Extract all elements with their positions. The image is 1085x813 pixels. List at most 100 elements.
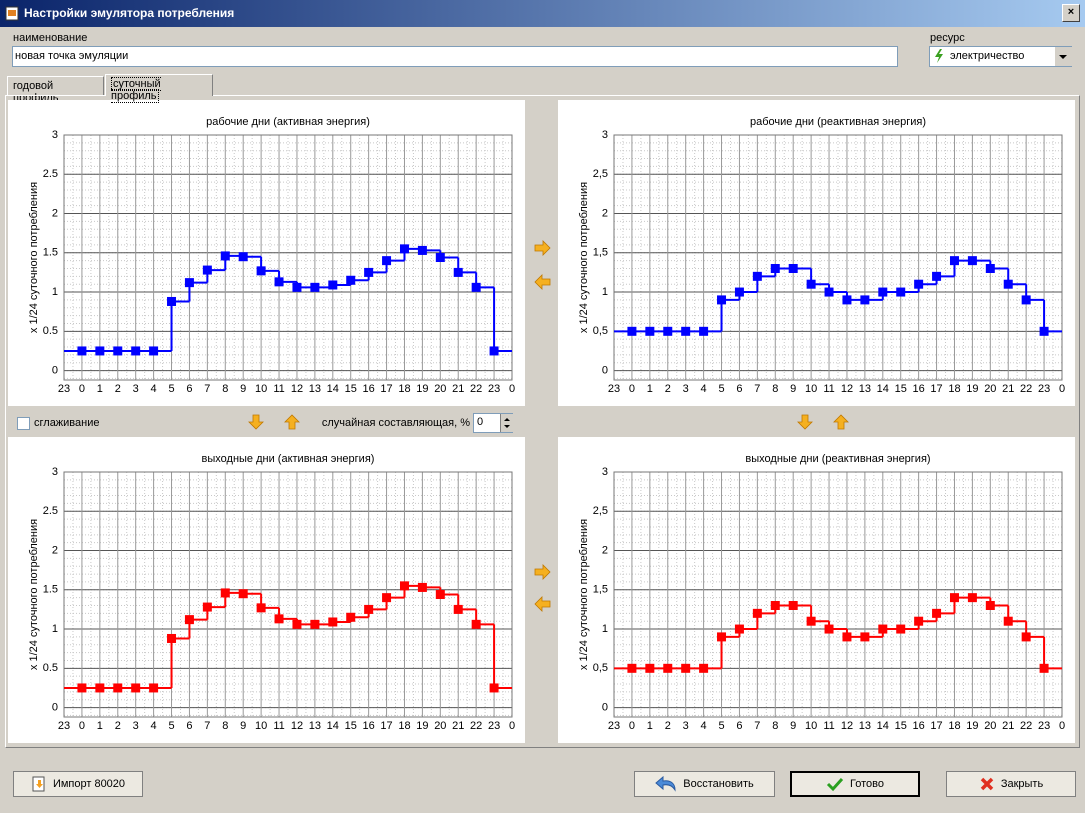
point-marker [435,253,445,262]
x-tick-label: 13 [859,720,871,732]
x-tick-label: 19 [966,383,978,395]
ok-button[interactable]: Готово [790,771,920,797]
point-marker [399,581,409,591]
point-marker [149,683,159,693]
y-tick-label: 0 [602,701,608,713]
smoothing-checkbox[interactable] [17,417,30,430]
point-marker [985,263,995,273]
point-marker [238,252,248,262]
point-marker [328,280,338,290]
resource-select[interactable]: электричество [929,46,1072,67]
point-marker [842,295,852,305]
point-marker [878,624,888,634]
x-tick-label: 14 [327,383,339,395]
smoothing-label: сглаживание [34,417,100,429]
point-marker [770,600,780,610]
x-tick-label: 3 [683,383,689,395]
x-tick-label: 20 [984,720,996,732]
point-marker [1021,632,1031,642]
x-tick-label: 13 [309,383,321,395]
x-tick-label: 0 [509,720,515,732]
step-line [170,637,190,688]
point-marker [824,624,834,634]
window-title: Настройки эмулятора потребления [24,6,235,20]
button-label: Восстановить [683,778,754,790]
y-tick-label: 3 [52,466,58,478]
step-line [493,624,512,689]
point-marker [932,608,942,618]
point-marker [699,326,709,336]
x-tick-label: 23 [608,383,620,395]
close-button[interactable]: × [1062,4,1080,22]
point-marker [471,282,481,292]
y-tick-label: 1,5 [593,584,608,596]
point-marker [734,287,744,297]
point-marker [949,256,959,266]
point-marker [734,624,744,634]
point-marker [131,683,141,693]
tab[interactable]: годовой профиль [7,76,104,104]
point-marker [896,287,906,297]
point-marker [932,271,942,281]
point-marker [824,287,834,297]
point-marker [167,296,177,306]
y-tick-label: 0,5 [593,325,608,337]
x-tick-label: 15 [345,720,357,732]
restore-button[interactable]: Восстановить [634,771,775,797]
y-tick-label: 0.5 [43,325,58,337]
tab-label: суточный профиль [111,77,161,103]
x-tick-label: 0 [629,720,635,732]
point-marker [202,265,212,275]
button-label: Закрыть [1000,778,1044,790]
y-tick-label: 2.5 [43,505,58,517]
chart-title: рабочие дни (реактивная энергия) [750,116,926,128]
point-marker [292,619,302,629]
point-marker [967,593,977,603]
x-tick-label: 11 [273,383,284,395]
button-label: Импорт 80020 [52,778,126,790]
point-marker [985,600,995,610]
point-marker [717,632,727,642]
x-tick-label: 1 [97,720,103,732]
point-marker [752,271,762,281]
name-label: наименование [13,32,88,44]
tab-active[interactable]: суточный профиль [105,74,213,103]
y-tick-label: 1 [602,286,608,298]
point-marker [364,267,374,277]
x-tick-label: 9 [240,383,246,395]
point-marker [788,600,798,610]
x-tick-label: 12 [841,383,853,395]
point-marker [489,346,499,356]
x-tick-label: 21 [452,720,464,732]
x-tick-label: 8 [772,383,778,395]
tab-panel [5,95,1080,748]
x-tick-label: 23 [488,383,500,395]
x-tick-label: 19 [966,720,978,732]
point-marker [914,616,924,626]
plot-border [63,134,513,381]
point-marker [1021,295,1031,305]
x-tick-label: 5 [718,720,724,732]
point-marker [645,663,655,673]
close-dialog-button[interactable]: Закрыть [946,771,1076,797]
x-tick-label: 21 [452,383,464,395]
point-marker [113,346,123,356]
x-tick-label: 17 [380,720,392,732]
x-tick-label: 19 [416,720,428,732]
y-tick-label: 0,5 [593,662,608,674]
dropdown-button[interactable] [1054,47,1072,66]
title-bar: Настройки эмулятора потребления × [0,0,1085,27]
y-tick-label: 2 [52,207,58,219]
chart-title: рабочие дни (активная энергия) [206,116,370,128]
x-tick-label: 11 [823,720,834,732]
x-tick-label: 7 [204,383,210,395]
x-tick-label: 2 [665,383,671,395]
point-marker [77,346,87,356]
name-input[interactable]: новая точка эмуляции [12,46,898,67]
point-marker [113,683,123,693]
x-tick-label: 4 [701,720,707,732]
x-tick-label: 6 [186,383,192,395]
point-marker [770,263,780,273]
spinner-buttons[interactable] [500,414,513,432]
import-button[interactable]: Импорт 80020 [13,771,143,797]
